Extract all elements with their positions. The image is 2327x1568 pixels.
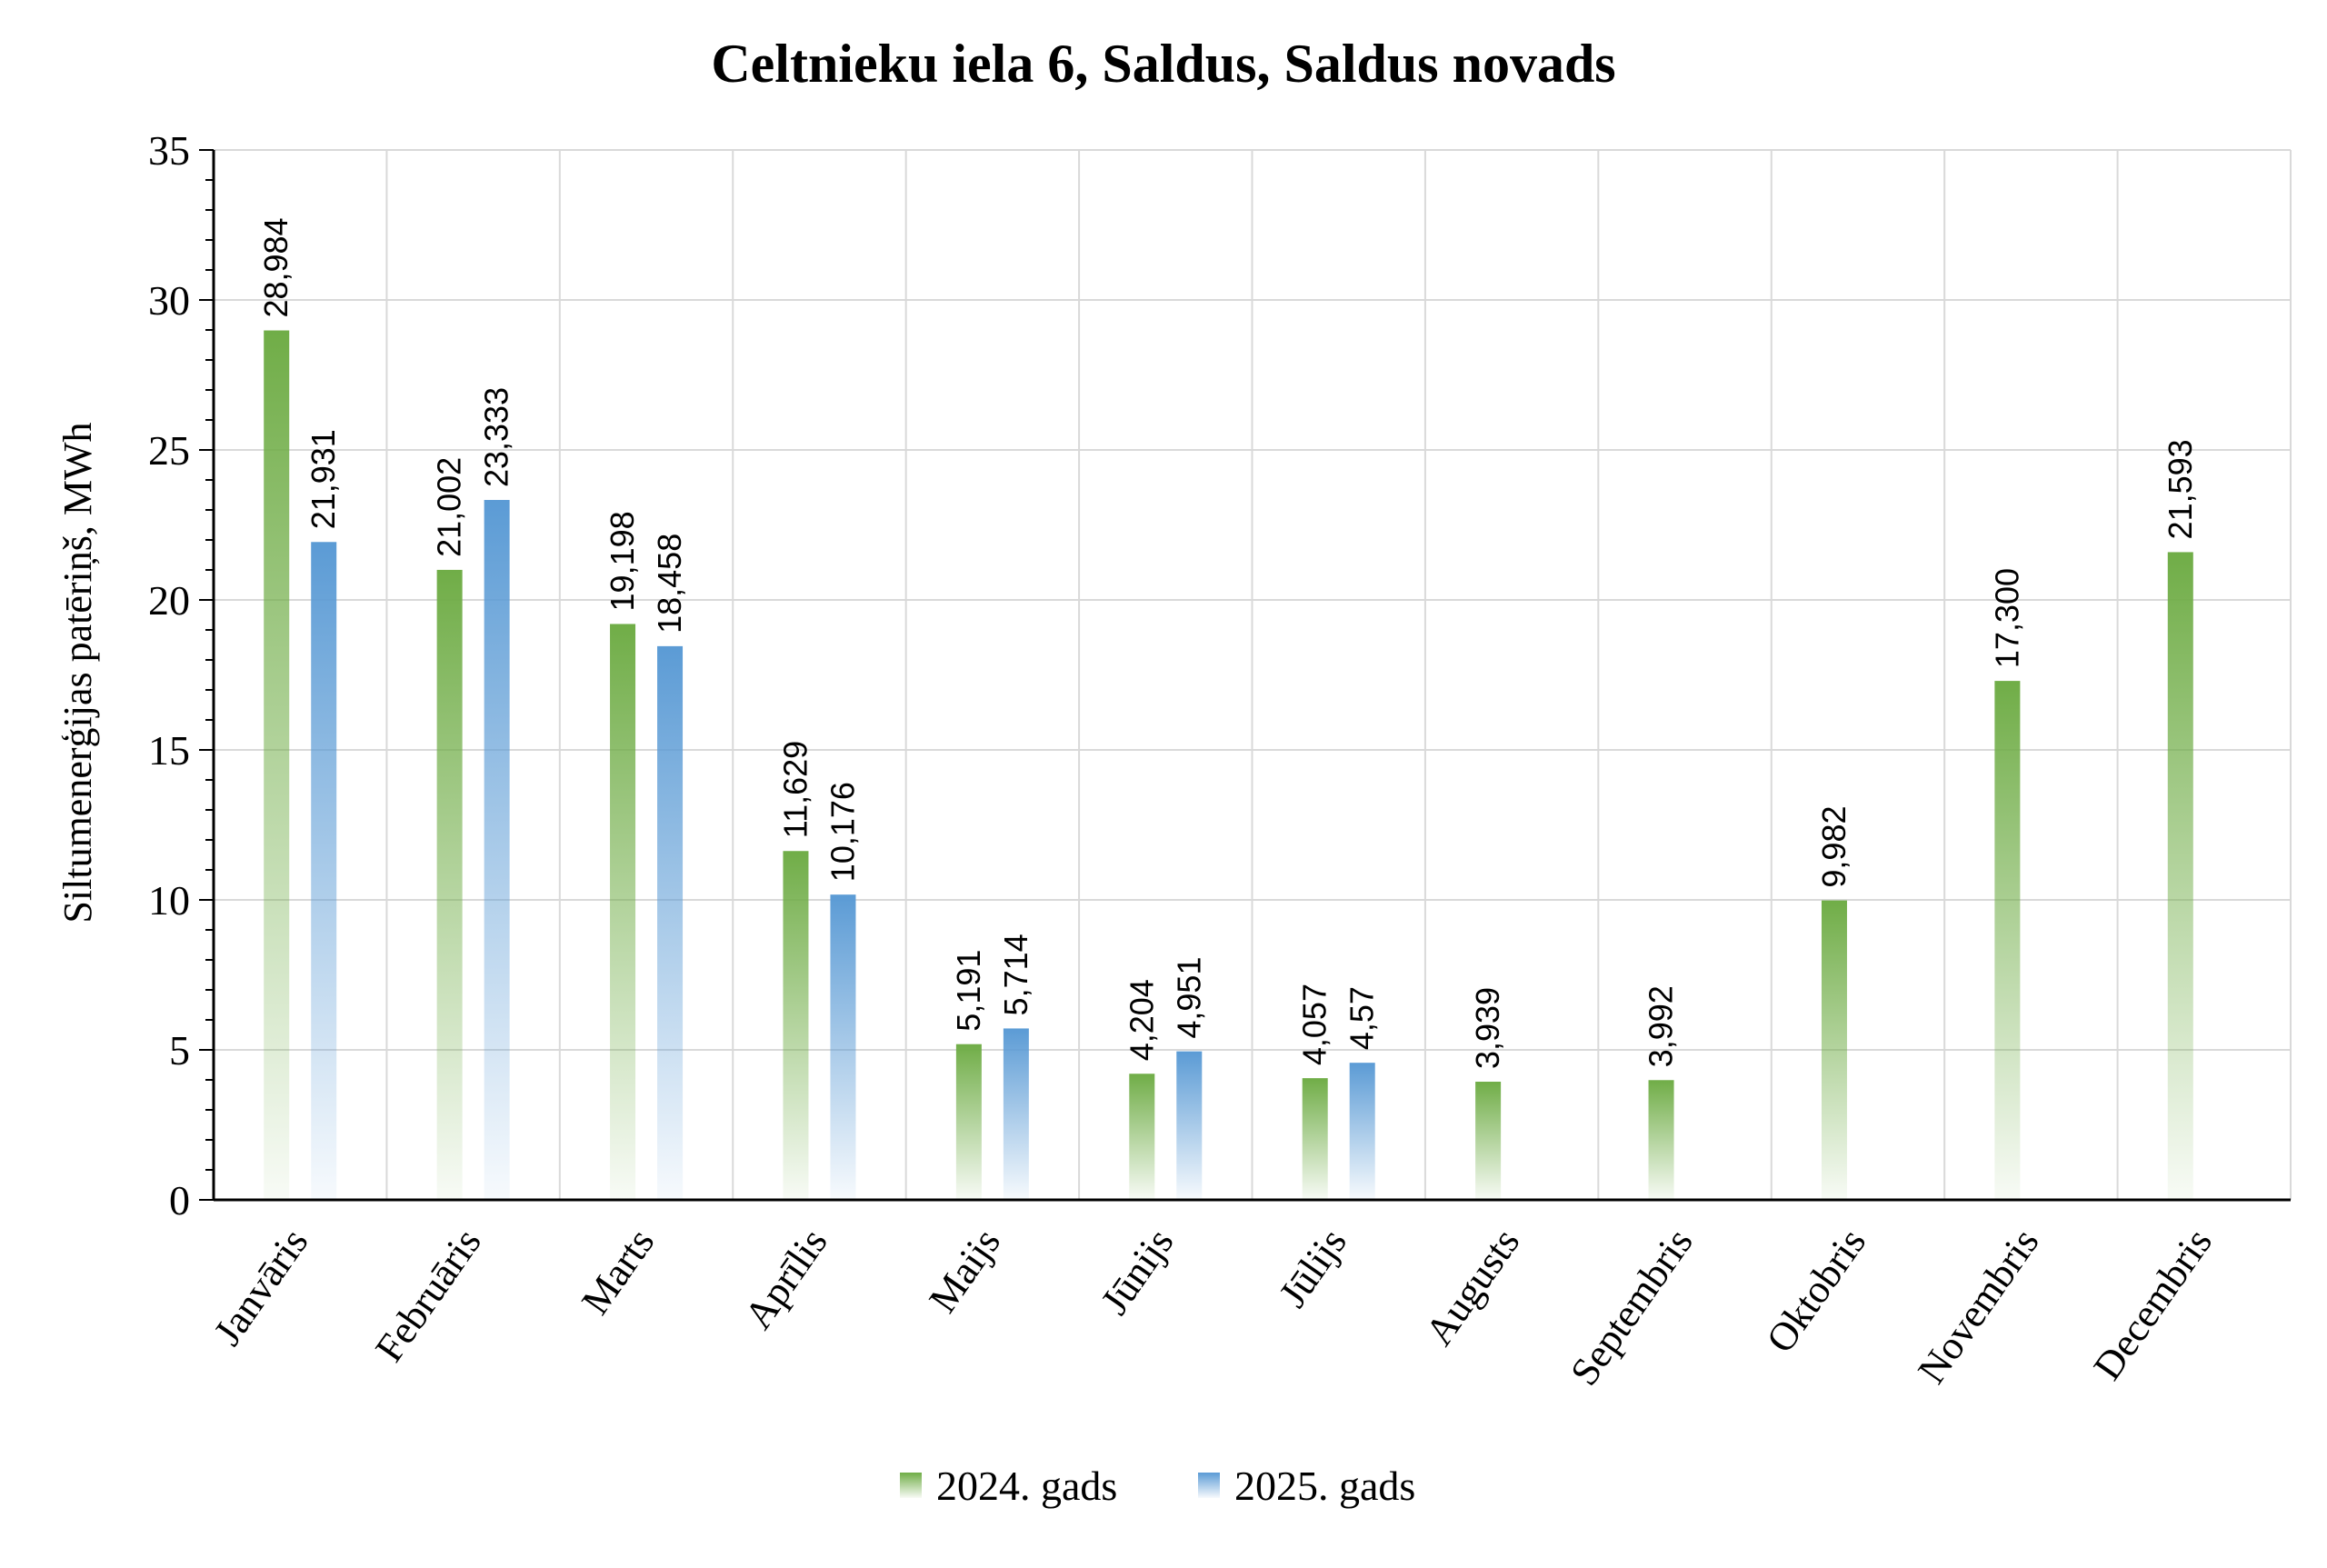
legend-swatch [1198,1473,1220,1498]
data-label: 28,984 [257,217,295,317]
bar [1176,1051,1203,1200]
data-label: 3,992 [1643,985,1680,1067]
data-label: 18,458 [651,534,688,634]
data-label: 9,982 [1815,806,1853,888]
bar [610,624,636,1200]
data-label: 4,951 [1170,957,1207,1039]
y-tick-label: 35 [148,127,190,174]
bar [955,1044,982,1200]
bar [311,542,337,1200]
data-label: 3,939 [1469,987,1506,1069]
legend: 2024. gads 2025. gads [900,1463,1415,1509]
gridlines [214,149,2292,1200]
bar [783,851,809,1200]
x-tick-label: Marts [573,1221,663,1323]
data-label: 5,714 [997,934,1034,1015]
y-tick-label: 20 [148,577,190,624]
data-label: 21,931 [305,429,342,529]
bar [1821,900,1847,1200]
data-label: 21,593 [2162,439,2199,539]
legend-label: 2024. gads [936,1463,1117,1509]
y-tick-label: 15 [148,727,190,774]
x-tick-label: Decembris [2085,1221,2221,1388]
data-label: 4,057 [1296,984,1333,1065]
bar [1349,1063,1375,1200]
data-label: 11,629 [776,741,814,838]
data-label: 19,198 [604,511,641,611]
bar [1475,1082,1502,1200]
bar [1129,1074,1155,1200]
data-labels: 28,984 21,931 21,002 23,333 19,198 18,458 11,6… [257,217,2199,1069]
x-tick-label: Februāris [366,1221,489,1370]
x-tick-label: Augusts [1416,1221,1528,1353]
data-label: 5,191 [950,950,987,1032]
data-label: 21,002 [431,457,468,557]
bar [2167,552,2193,1200]
bar [436,569,463,1200]
bar [264,330,290,1200]
x-tick-label: Jūlijs [1270,1221,1354,1315]
data-label: 17,300 [1988,568,2025,668]
x-tick-label: Novembris [1909,1221,2047,1392]
chart-title: Celtnieku iela 6, Saldus, Saldus novads [711,34,1615,94]
legend-label: 2025. gads [1234,1463,1415,1509]
y-tick-label: 25 [148,427,190,474]
bar [1302,1078,1328,1200]
bar [1648,1080,1674,1200]
y-tick-label: 30 [148,277,190,324]
legend-swatch [900,1473,922,1498]
x-tick-label: Aprīlis [735,1221,835,1337]
bar [657,645,684,1200]
x-tick-label: Oktobris [1758,1221,1874,1361]
x-tick-label: Septembris [1562,1221,1702,1393]
axes: 0 5 10 15 20 25 30 35 Janvāris Februāris Marts Aprī… [148,127,2291,1393]
data-label: 4,204 [1123,979,1160,1061]
data-label: 10,176 [824,782,861,882]
x-tick-label: Janvāris [205,1221,317,1353]
y-tick-label: 10 [148,877,190,924]
y-axis-label: Siltumenerģijas patēriņš, MWh [55,422,100,923]
bars [264,330,2193,1200]
x-tick-label: Maijs [920,1221,1009,1321]
bar [830,894,856,1200]
bar [484,500,510,1200]
bar [1994,681,2021,1200]
data-label: 4,57 [1343,986,1381,1050]
y-tick-label: 0 [169,1177,190,1223]
data-label: 23,333 [478,387,515,487]
bar [1003,1028,1029,1200]
x-tick-label: Jūnijs [1092,1221,1182,1323]
y-tick-label: 5 [169,1027,190,1074]
